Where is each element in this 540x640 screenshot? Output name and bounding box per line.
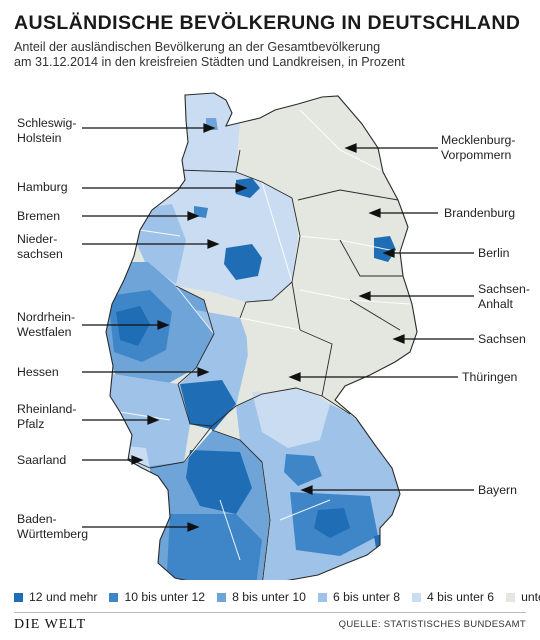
legend-item-8: 8 bis unter 10 (217, 590, 306, 604)
die-welt-logo: DIE WELT (14, 617, 87, 632)
legend: 12 und mehr 10 bis unter 12 8 bis unter … (14, 588, 540, 606)
label-mv: Mecklenburg- Vorpommern (441, 133, 516, 163)
source-note: QUELLE: STATISTISCHES BUNDESAMT (338, 619, 526, 630)
legend-swatch-4 (412, 592, 422, 602)
label-hamburg: Hamburg (17, 180, 68, 194)
legend-swatch-8 (217, 592, 227, 602)
label-bremen: Bremen (17, 209, 61, 223)
footer-divider (14, 612, 526, 613)
city-bremen (194, 206, 208, 218)
label-saarland: Saarland (17, 453, 67, 467)
legend-label-10: 10 bis unter 12 (124, 590, 206, 604)
region-muenchen-city (314, 508, 350, 538)
label-schleswig-holstein-line2: Holstein (17, 131, 62, 145)
legend-swatch-0 (506, 592, 516, 602)
label-sachsen-anhalt-line2: Anhalt (478, 297, 513, 311)
label-nrw: Nordrhein- Westfalen (17, 310, 75, 340)
legend-item-0: unter 4 (506, 590, 540, 604)
legend-item-12: 12 und mehr (14, 590, 97, 604)
legend-label-12: 12 und mehr (29, 590, 98, 604)
germany-map (82, 92, 474, 580)
page-title: AUSLÄNDISCHE BEVÖLKERUNG IN DEUTSCHLAND (14, 12, 521, 34)
label-sachsen-anhalt-line1: Sachsen- (478, 282, 530, 296)
label-sachsen-anhalt: Sachsen- Anhalt (478, 282, 530, 312)
label-mv-line2: Vorpommern (441, 148, 512, 162)
legend-label-0: unter 4 (521, 590, 540, 604)
subtitle-line-1: Anteil der ausländischen Bevölkerung an … (14, 40, 381, 54)
label-bw: Baden- Württemberg (17, 512, 88, 542)
legend-label-6: 6 bis unter 8 (332, 590, 401, 604)
label-niedersachsen-line2: sachsen (17, 247, 63, 261)
legend-item-10: 10 bis unter 12 (109, 590, 205, 604)
label-schleswig-holstein: Schleswig- Holstein (17, 116, 76, 146)
subtitle: Anteil der ausländischen Bevölkerung an … (14, 40, 526, 70)
region-bayern-north (252, 388, 330, 448)
label-bw-line1: Baden- (17, 512, 57, 526)
legend-item-6: 6 bis unter 8 (317, 590, 401, 604)
city-hamburg (236, 178, 260, 198)
label-sachsen: Sachsen (478, 332, 526, 346)
legend-swatch-10 (109, 592, 119, 602)
label-niedersachsen-line1: Nieder- (17, 232, 58, 246)
legend-swatch-12 (14, 592, 23, 602)
label-nrw-line2: Westfalen (17, 325, 72, 339)
label-rlp: Rheinland- Pfalz (17, 402, 76, 432)
region-rhine-cities (116, 306, 150, 346)
legend-swatch-6 (317, 592, 327, 602)
label-brandenburg: Brandenburg (444, 206, 516, 220)
region-schleswig-holstein (170, 93, 240, 178)
label-bayern: Bayern (478, 483, 517, 497)
label-nrw-line1: Nordrhein- (17, 310, 76, 324)
legend-item-4: 4 bis unter 6 (412, 590, 494, 604)
label-schleswig-holstein-line1: Schleswig- (17, 116, 77, 130)
label-rlp-line1: Rheinland- (17, 402, 77, 416)
label-mv-line1: Mecklenburg- (441, 133, 516, 147)
legend-label-4: 4 bis unter 6 (427, 590, 495, 604)
region-bw-south (166, 514, 262, 580)
label-niedersachsen: Nieder- sachsen (17, 232, 63, 262)
region-bgl (374, 532, 396, 560)
subtitle-line-2: am 31.12.2014 in den kreisfreien Städten… (14, 55, 405, 69)
region-stuttgart (186, 450, 252, 514)
label-berlin: Berlin (478, 246, 510, 260)
label-bw-line2: Württemberg (17, 527, 89, 541)
state-borders (119, 149, 403, 580)
region-thueringen (246, 324, 332, 396)
label-rlp-line2: Pfalz (17, 417, 45, 431)
legend-label-8: 8 bis unter 10 (232, 590, 306, 604)
map-area: Schleswig- Holstein Hamburg Bremen Niede… (0, 80, 540, 580)
region-nuernberg (284, 454, 322, 486)
label-hessen: Hessen (17, 365, 59, 379)
label-arrows (82, 123, 474, 532)
city-hannover (224, 244, 262, 280)
label-thueringen: Thüringen (462, 370, 518, 384)
